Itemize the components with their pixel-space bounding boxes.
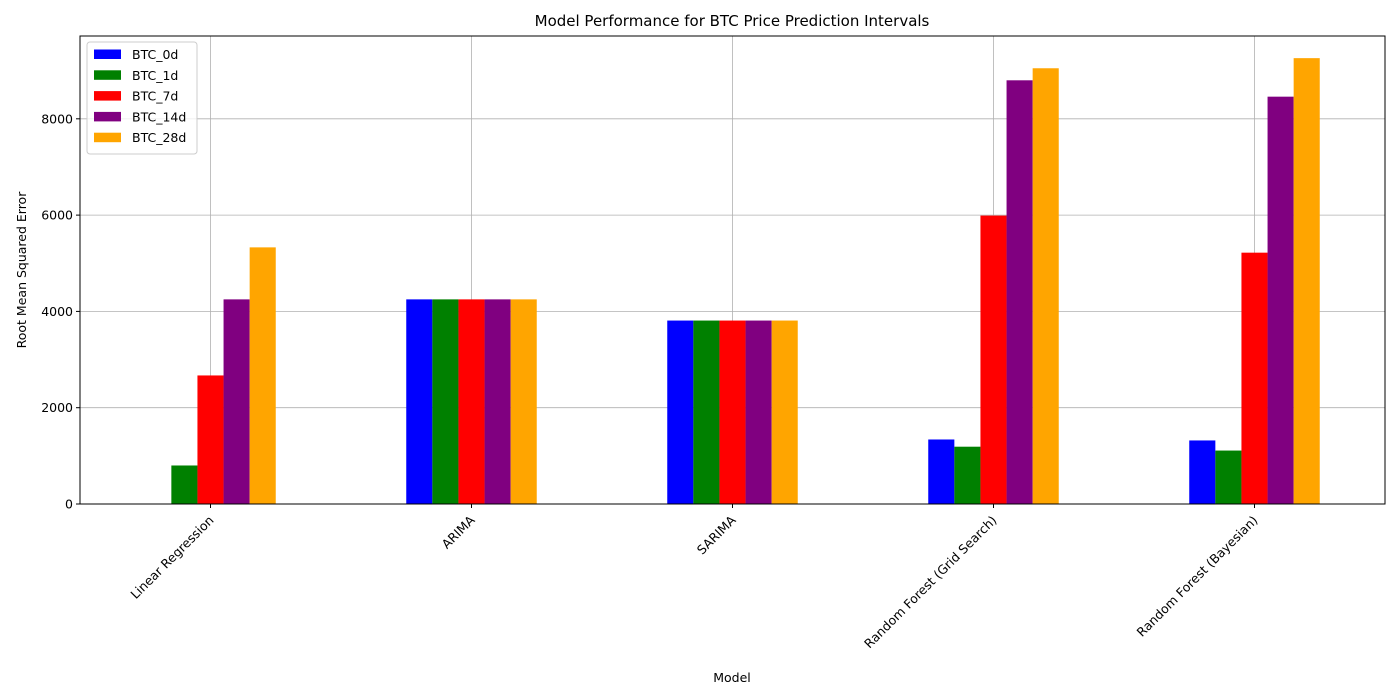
bar-BTC_1d-0 — [171, 465, 198, 504]
bar-BTC_7d-2 — [719, 320, 746, 504]
bar-BTC_1d-4 — [1215, 450, 1242, 504]
legend: BTC_0d BTC_1d BTC_7d BTC_14d BTC_28d — [86, 41, 198, 155]
bar-BTC_28d-0 — [249, 247, 276, 505]
y-tick-label: 6000 — [41, 208, 73, 223]
x-tick-label: Random Forest (Bayesian) — [1134, 513, 1261, 640]
legend-swatch — [94, 91, 121, 101]
y-tick-label: 2000 — [41, 400, 73, 415]
x-axis-label: Model — [713, 670, 751, 685]
bar-BTC_1d-2 — [693, 320, 720, 504]
bar-BTC_28d-4 — [1293, 58, 1320, 505]
bars — [171, 58, 1320, 505]
x-tick-label: ARIMA — [439, 512, 478, 551]
x-tick-label: Linear Regression — [127, 513, 216, 602]
legend-swatch — [94, 111, 121, 122]
bar-BTC_28d-2 — [771, 320, 798, 504]
y-tick-label: 0 — [65, 497, 73, 512]
bar-BTC_1d-3 — [954, 446, 981, 504]
legend-label: BTC_1d — [132, 68, 178, 83]
bar-BTC_14d-2 — [745, 320, 772, 504]
y-tick-label: 4000 — [41, 304, 73, 319]
legend-label: BTC_14d — [132, 109, 186, 124]
bar-BTC_7d-1 — [458, 299, 485, 504]
bar-BTC_14d-4 — [1267, 96, 1294, 505]
bar-BTC_0d-3 — [928, 439, 955, 504]
bar-BTC_0d-2 — [667, 320, 694, 504]
legend-swatch — [94, 132, 121, 143]
bar-BTC_14d-1 — [484, 299, 511, 504]
bar-BTC_14d-0 — [223, 299, 250, 504]
bar-BTC_0d-1 — [406, 299, 433, 504]
bar-BTC_7d-3 — [980, 215, 1007, 504]
bar-BTC_28d-1 — [510, 299, 537, 504]
legend-swatch — [94, 49, 121, 59]
bar-BTC_28d-3 — [1032, 68, 1059, 504]
chart-title: Model Performance for BTC Price Predicti… — [535, 12, 930, 30]
bar-BTC_1d-1 — [432, 299, 459, 504]
legend-label: BTC_28d — [132, 130, 186, 145]
legend-box — [86, 41, 198, 155]
y-tick-label: 8000 — [41, 111, 73, 126]
y-axis-label: Root Mean Squared Error — [14, 191, 29, 349]
x-tick-label: Random Forest (Grid Search) — [861, 513, 1000, 652]
bar-BTC_0d-4 — [1189, 440, 1216, 504]
bar-BTC_7d-4 — [1241, 252, 1268, 504]
x-tick-label: SARIMA — [694, 512, 739, 557]
bar-BTC_14d-3 — [1006, 80, 1033, 504]
legend-swatch — [94, 70, 121, 80]
bar-BTC_7d-0 — [197, 375, 224, 504]
legend-label: BTC_0d — [132, 47, 178, 62]
legend-label: BTC_7d — [132, 89, 178, 104]
